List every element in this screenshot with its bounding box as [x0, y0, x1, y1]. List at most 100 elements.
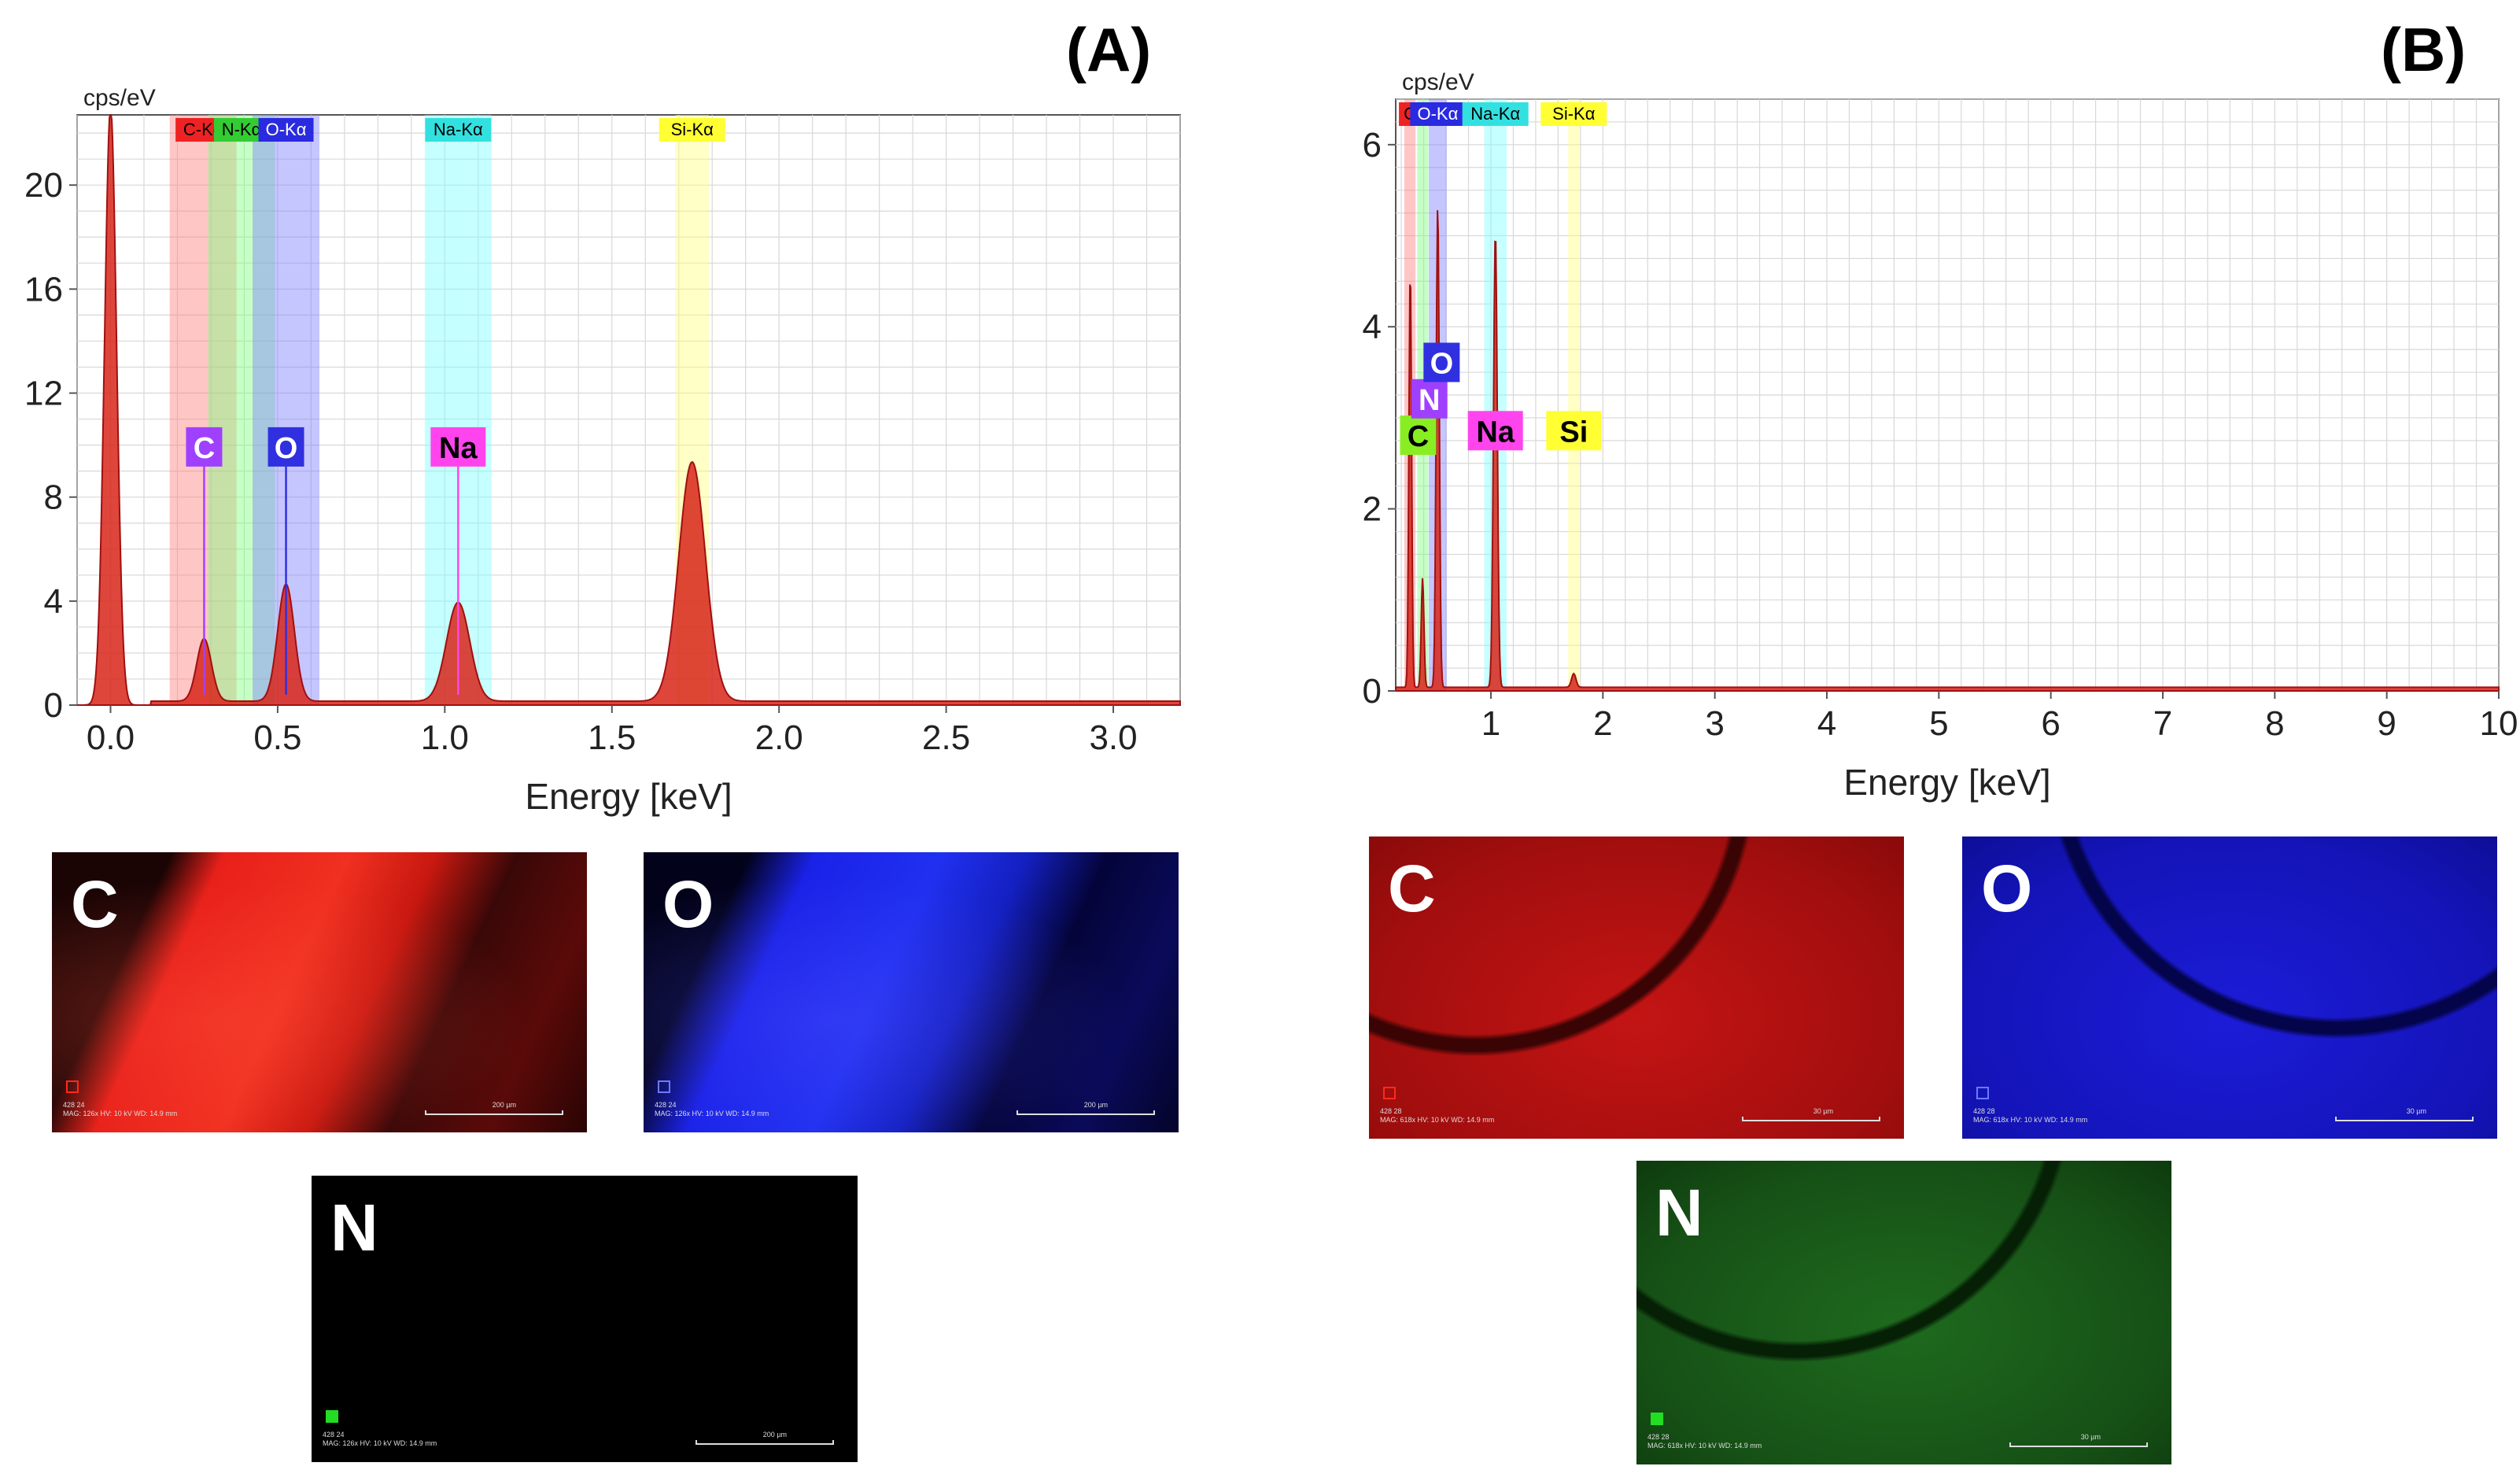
y-tick-label: 4 [1363, 308, 1382, 346]
element-marker-label: O [275, 432, 298, 465]
element-marker-label: Si [1559, 415, 1588, 449]
map-a-nitrogen: N 428 24 MAG: 126x HV: 10 kV WD: 14.9 mm … [312, 1176, 858, 1462]
map-meta: 428 24 MAG: 126x HV: 10 kV WD: 14.9 mm [323, 1431, 437, 1447]
x-tick-label: 10 [2480, 704, 2518, 743]
panel-label-a: (A) [1066, 15, 1152, 84]
y-tick-label: 0 [1363, 672, 1382, 711]
element-marker [267, 427, 304, 467]
y-tick-label: 2 [1363, 490, 1382, 529]
element-marker [430, 427, 486, 467]
x-tick-label: 4 [1817, 704, 1836, 743]
map-a-oxygen: O 428 24 MAG: 126x HV: 10 kV WD: 14.9 mm … [644, 852, 1179, 1132]
x-tick-label: 0.0 [87, 718, 135, 757]
element-marker [1423, 342, 1460, 382]
element-band [1568, 99, 1580, 691]
x-tick-label: 0.5 [253, 718, 301, 757]
x-tick-label: 3 [1705, 704, 1724, 743]
scale-bar-label: 30 µm [1813, 1107, 1833, 1115]
map-marker [1651, 1413, 1663, 1425]
x-axis-label: Energy [keV] [1843, 762, 2050, 803]
scale-bar-label: 200 µm [1083, 1101, 1108, 1109]
element-marker [1546, 411, 1602, 451]
scale-bar-label: 200 µm [492, 1101, 516, 1109]
x-tick-label: 2.5 [922, 718, 970, 757]
x-axis-label: Energy [keV] [525, 776, 732, 817]
band-tag [1462, 102, 1529, 126]
x-tick-label: 6 [2041, 704, 2060, 743]
scale-bar [425, 1110, 563, 1115]
y-tick-label: 8 [44, 478, 63, 517]
x-tick-label: 1.5 [588, 718, 636, 757]
map-marker [66, 1080, 79, 1093]
y-tick-label: 0 [44, 686, 63, 725]
band-tag-label: Na-Kα [434, 120, 483, 139]
map-marker [1383, 1087, 1396, 1099]
scale-bar-label: 200 µm [762, 1431, 787, 1439]
band-tag [425, 118, 492, 142]
x-tick-label: 2.0 [755, 718, 803, 757]
map-b-nitrogen: N 428 28 MAG: 618x HV: 10 kV WD: 14.9 mm … [1636, 1161, 2171, 1464]
band-tag [258, 118, 314, 142]
band-tag-label: Si-Kα [671, 120, 714, 139]
band-tag-label: Si-Kα [1552, 104, 1596, 124]
spectrum-series [77, 114, 1181, 706]
band-tag [1410, 102, 1466, 126]
spectrum-series [1395, 210, 2500, 692]
element-marker [1411, 379, 1448, 419]
element-marker-label: C [194, 432, 215, 465]
x-tick-label: 1 [1481, 704, 1500, 743]
map-meta: 428 24 MAG: 126x HV: 10 kV WD: 14.9 mm [63, 1101, 178, 1117]
scale-bar [1016, 1110, 1155, 1115]
scale-bar [2335, 1117, 2474, 1121]
x-tick-label: 5 [1929, 704, 1948, 743]
band-tag-label: Na-Kα [1470, 104, 1520, 124]
map-marker [326, 1410, 338, 1423]
band-tag [659, 118, 725, 142]
scale-bar-label: 30 µm [2406, 1107, 2426, 1115]
scale-bar-label: 30 µm [2080, 1433, 2101, 1441]
map-element-label: N [1655, 1176, 1703, 1250]
x-tick-label: 3.0 [1089, 718, 1137, 757]
y-tick-label: 20 [24, 166, 63, 205]
map-meta: 428 28 MAG: 618x HV: 10 kV WD: 14.9 mm [1647, 1433, 1762, 1450]
map-element-label: O [1981, 851, 2033, 925]
x-tick-label: 1.0 [421, 718, 469, 757]
y-tick-label: 12 [24, 375, 63, 413]
map-element-label: C [71, 867, 119, 941]
map-element-label: C [1388, 851, 1436, 925]
map-marker [1976, 1087, 1989, 1099]
element-marker-label: C [1408, 420, 1429, 453]
element-marker-label: O [1430, 348, 1454, 381]
band-tag-label: O-Kα [1417, 104, 1458, 124]
y-axis-label: cps/eV [1402, 69, 1474, 95]
scale-bar [2009, 1442, 2148, 1447]
band-tag-label: N-Kα [222, 120, 262, 139]
element-marker-label: Na [1476, 415, 1515, 449]
plot-area [76, 114, 1181, 706]
x-tick-label: 2 [1593, 704, 1612, 743]
x-tick-label: 8 [2265, 704, 2284, 743]
band-tag [1540, 102, 1607, 126]
element-marker [1467, 411, 1523, 451]
element-marker-label: Na [439, 432, 478, 465]
element-band [169, 115, 237, 705]
y-tick-label: 4 [44, 582, 63, 621]
map-meta: 428 28 MAG: 618x HV: 10 kV WD: 14.9 mm [1380, 1107, 1495, 1124]
map-element-label: N [330, 1191, 378, 1265]
map-b-oxygen: O 428 28 MAG: 618x HV: 10 kV WD: 14.9 mm … [1962, 837, 2497, 1139]
map-b-carbon: C 428 28 MAG: 618x HV: 10 kV WD: 14.9 mm … [1369, 837, 1904, 1139]
element-marker [186, 427, 223, 467]
y-tick-label: 6 [1363, 126, 1382, 164]
x-tick-label: 7 [2153, 704, 2172, 743]
y-axis-label: cps/eV [83, 85, 156, 111]
scale-bar [695, 1440, 834, 1445]
scale-bar [1742, 1117, 1880, 1121]
map-marker [658, 1080, 670, 1093]
element-marker [1400, 415, 1437, 456]
y-tick-label: 16 [24, 270, 63, 308]
map-meta: 428 28 MAG: 618x HV: 10 kV WD: 14.9 mm [1973, 1107, 2088, 1124]
band-tag-label: O-Kα [266, 120, 307, 139]
map-a-carbon: C 428 24 MAG: 126x HV: 10 kV WD: 14.9 mm … [52, 852, 587, 1132]
